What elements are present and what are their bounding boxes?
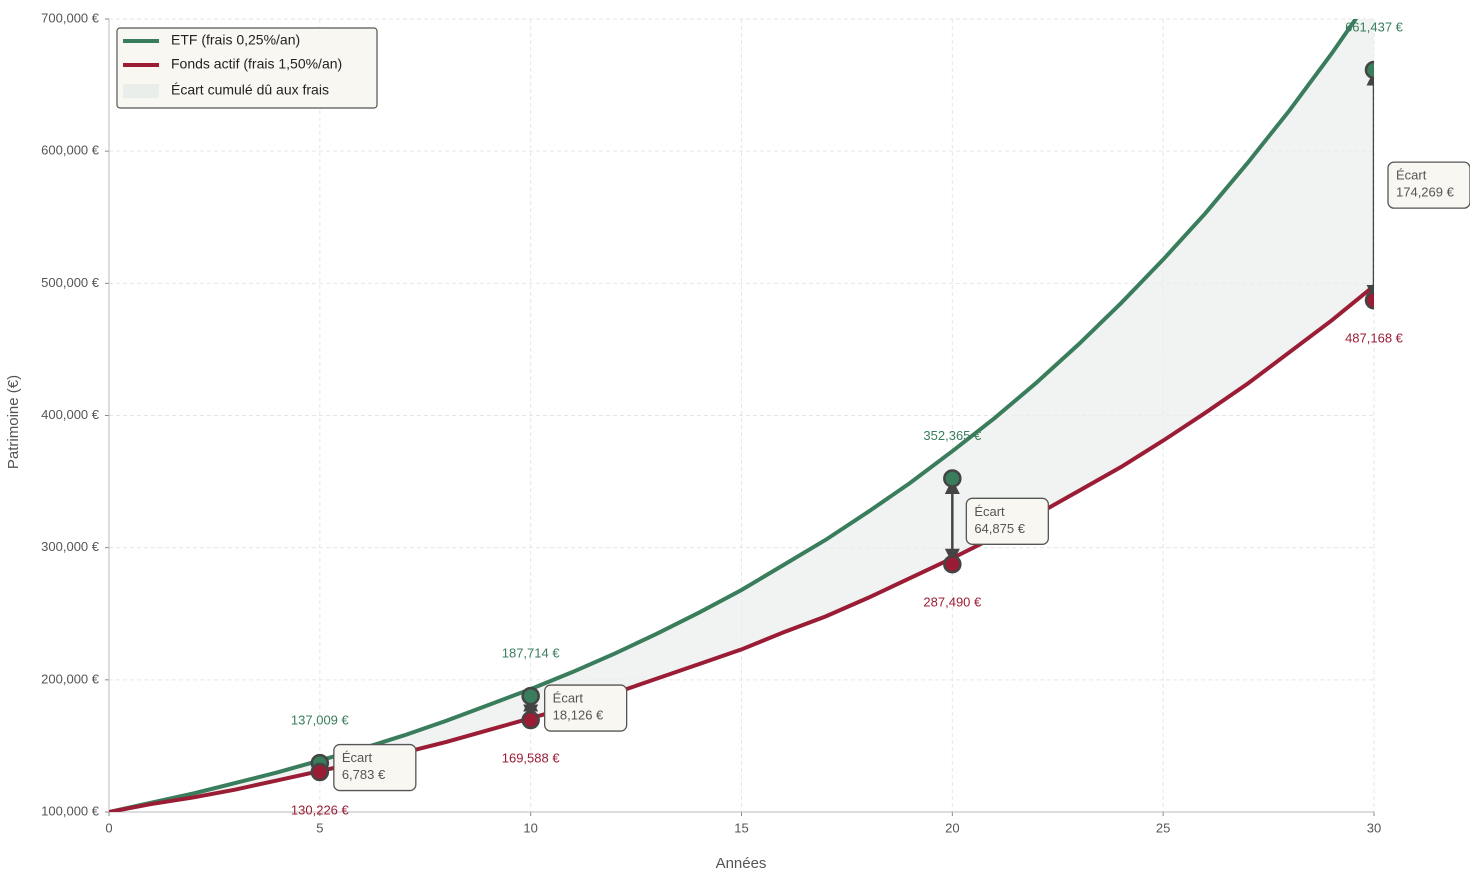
- y-tick-label: 700,000 €: [41, 10, 100, 25]
- fonds-value-label: 487,168 €: [1345, 331, 1404, 346]
- fonds-marker: [310, 762, 330, 782]
- gap-title: Écart: [342, 750, 373, 765]
- gap-value-label: 174,269 €: [1396, 185, 1455, 200]
- y-tick-label: 100,000 €: [41, 803, 100, 818]
- legend-label: Fonds actif (frais 1,50%/an): [171, 56, 342, 72]
- etf-value-label: 661,437 €: [1345, 19, 1404, 34]
- etf-marker: [521, 686, 540, 706]
- gap-box: [544, 684, 628, 732]
- gap-box: [1387, 161, 1470, 209]
- y-tick-label: 600,000 €: [41, 143, 100, 158]
- x-tick-label: 15: [734, 820, 748, 835]
- fonds-marker: [1364, 291, 1374, 310]
- gap-area: [109, 19, 1374, 812]
- etf-value-label: 187,714 €: [502, 646, 561, 661]
- fonds-value-label: 130,226 €: [291, 802, 350, 817]
- y-tick-label: 400,000 €: [41, 407, 100, 422]
- x-tick-label: 0: [105, 820, 112, 835]
- legend-label: Écart cumulé dû aux frais: [171, 82, 329, 98]
- fonds-value-label: 169,588 €: [502, 750, 561, 765]
- gap-title: Écart: [974, 504, 1005, 519]
- plot-area: [109, 19, 1374, 812]
- legend-swatch: [123, 84, 159, 98]
- x-tick-label: 25: [1156, 820, 1170, 835]
- fonds-marker: [943, 554, 962, 574]
- gap-box: [333, 743, 417, 792]
- legend-label: ETF (frais 0,25%/an): [171, 32, 300, 48]
- etf-value-label: 352,365 €: [923, 428, 982, 443]
- etf-marker: [1364, 60, 1374, 80]
- x-tick-label: 20: [945, 820, 959, 835]
- legend-box: [116, 27, 378, 109]
- y-axis-label: Patrimoine (€): [5, 375, 22, 469]
- etf-marker: [943, 469, 962, 488]
- x-tick-label: 30: [1367, 820, 1381, 835]
- gap-value-label: 6,783 €: [342, 767, 386, 782]
- gap-box: [965, 497, 1049, 545]
- gap-value-label: 18,126 €: [553, 707, 604, 722]
- y-tick-label: 200,000 €: [41, 671, 100, 686]
- gap-value-label: 64,875 €: [974, 521, 1025, 536]
- y-tick-label: 500,000 €: [41, 275, 100, 290]
- gap-title: Écart: [1396, 168, 1427, 183]
- y-tick-label: 300,000 €: [41, 539, 100, 554]
- x-tick-label: 10: [523, 820, 537, 835]
- gap-title: Écart: [553, 690, 584, 705]
- x-axis-label: Années: [716, 855, 767, 872]
- fonds-marker: [521, 710, 540, 730]
- fonds-value-label: 287,490 €: [923, 595, 982, 610]
- etf-value-label: 137,009 €: [291, 713, 350, 728]
- x-tick-label: 5: [316, 820, 323, 835]
